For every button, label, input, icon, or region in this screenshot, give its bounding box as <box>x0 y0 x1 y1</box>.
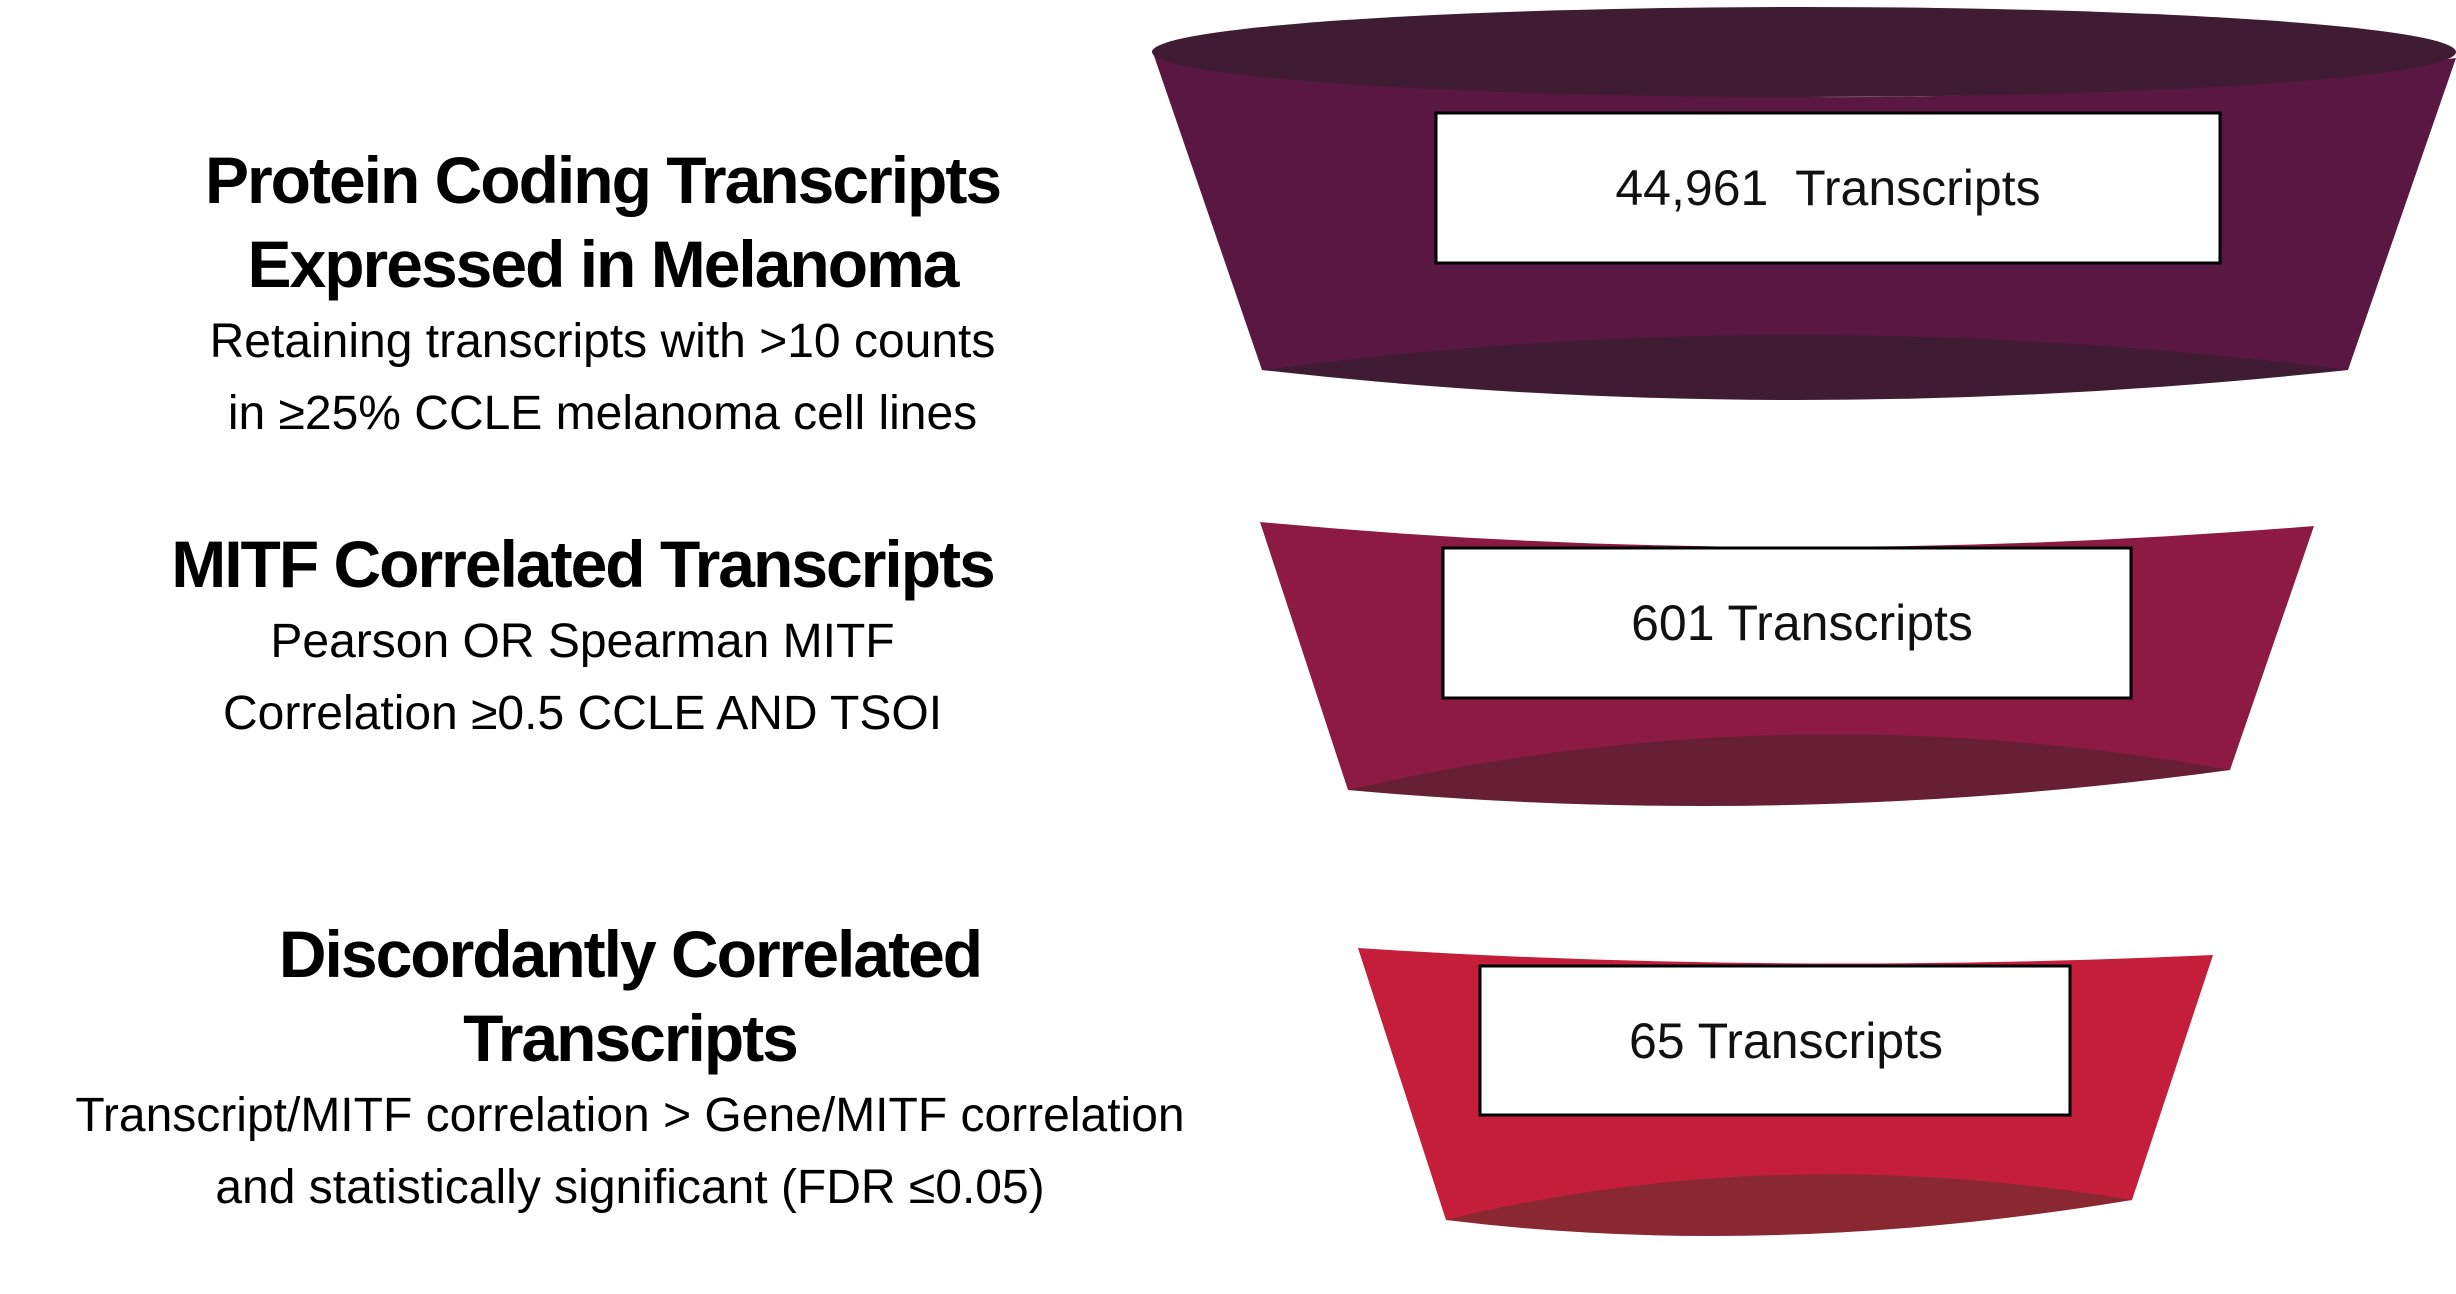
stage-2-desc-line-1: Pearson OR Spearman MITF <box>270 615 895 668</box>
count-box-3 <box>1478 964 2072 1117</box>
count-box-2 <box>1441 546 2133 700</box>
stage-3-label: Discordantly Correlated Transcripts Tran… <box>0 912 1260 1224</box>
funnel-bottom-rim-3 <box>1446 1174 2132 1236</box>
stage-1-title-line-1: Protein Coding Transcripts <box>204 143 1002 217</box>
stage-1-title-line-2: Expressed in Melanoma <box>247 227 960 301</box>
stage-3-desc-line-2: and statistically significant (FDR ≤0.05… <box>215 1161 1045 1214</box>
stage-2-label: MITF Correlated Transcripts Pearson OR S… <box>80 522 1085 750</box>
count-label-3: 65 Transcripts <box>1629 1013 1943 1069</box>
funnel-stage-1: 44,961 Transcripts <box>1152 7 2456 400</box>
stage-1-desc-line-2: in ≥25% CCLE melanoma cell lines <box>227 387 978 440</box>
stage-1-label: Protein Coding Transcripts Expressed in … <box>100 138 1105 450</box>
stage-2-title-line-1: MITF Correlated Transcripts <box>171 527 996 601</box>
stage-3-title-line-2: Transcripts <box>463 1001 799 1075</box>
stage-3-title-line-1: Discordantly Correlated <box>278 917 983 991</box>
count-label-1: 44,961 Transcripts <box>1615 160 2040 216</box>
funnel-stage-2: 601 Transcripts <box>1260 522 2314 806</box>
funnel-top-rim-1 <box>1152 7 2456 97</box>
funnel-stage-3: 65 Transcripts <box>1358 948 2213 1236</box>
stage-1-desc-line-1: Retaining transcripts with >10 counts <box>209 315 996 368</box>
count-label-2: 601 Transcripts <box>1631 595 1973 651</box>
funnel-bottom-rim-2 <box>1348 734 2230 806</box>
count-box-1 <box>1434 111 2222 265</box>
stage-2-desc-line-2: Correlation ≥0.5 CCLE AND TSOI <box>222 687 943 740</box>
funnel-bottom-rim-1 <box>1262 335 2348 400</box>
stage-3-desc-line-1: Transcript/MITF correlation > Gene/MITF … <box>75 1089 1185 1142</box>
